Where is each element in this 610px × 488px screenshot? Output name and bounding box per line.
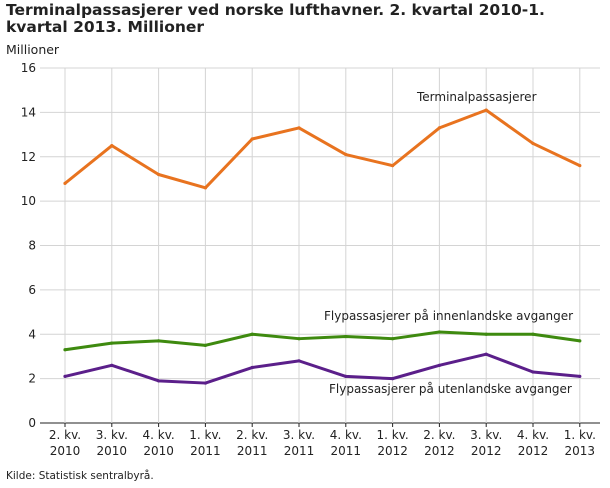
data-point	[110, 363, 114, 367]
data-point	[578, 164, 582, 168]
data-point	[63, 348, 67, 352]
data-point	[157, 379, 161, 383]
data-point	[250, 365, 254, 370]
y-tick-label: 4	[28, 327, 36, 341]
x-tick-label: 3. kv. 2011	[283, 428, 315, 458]
data-point	[531, 141, 535, 146]
data-point	[250, 332, 254, 336]
data-point	[437, 126, 441, 130]
series-lines	[63, 108, 582, 385]
data-point	[344, 152, 348, 157]
data-point	[391, 164, 395, 168]
y-tick-label: 6	[28, 283, 36, 297]
data-point	[250, 137, 254, 141]
x-tick-label: 2. kv. 2012	[423, 428, 455, 458]
data-point	[63, 181, 67, 185]
chart-title: Terminalpassasjerer ved norske lufthavne…	[6, 1, 545, 36]
data-point	[531, 370, 535, 374]
data-point	[203, 381, 207, 385]
data-point	[203, 343, 207, 347]
data-point	[157, 339, 161, 343]
y-tick-label: 0	[28, 416, 36, 430]
y-tick-labels: 0 2 4 6 8 10 12 14 16	[21, 61, 36, 430]
x-tick-label: 4. kv. 2012	[517, 428, 549, 458]
y-tick-label: 8	[28, 239, 36, 253]
data-point	[344, 334, 348, 339]
data-point	[203, 186, 207, 190]
y-tick-label: 2	[28, 372, 36, 386]
x-tick-label: 2. kv. 2010	[49, 428, 81, 458]
x-tick-label: 1. kv. 2012	[376, 428, 408, 458]
series-label-2: Flypassasjerer på innenlandske avganger	[324, 309, 573, 323]
data-point	[578, 374, 582, 379]
x-tick-label: 3. kv. 2012	[470, 428, 502, 458]
y-tick-label: 10	[21, 194, 36, 208]
grid-lines	[40, 67, 600, 427]
y-axis-label: Millioner	[6, 42, 60, 57]
series-line-3	[64, 352, 580, 385]
x-tick-label: 4. kv. 2011	[330, 428, 362, 458]
y-tick-label: 14	[21, 105, 36, 119]
data-point	[437, 330, 441, 334]
series-line-2	[64, 330, 581, 352]
data-point	[110, 144, 114, 148]
x-tick-label: 4. kv. 2010	[142, 428, 174, 458]
data-point	[484, 352, 488, 356]
series-label-1: Terminalpassasjerer	[416, 90, 537, 104]
y-tick-label: 12	[21, 150, 36, 164]
series-label-3: Flypassasjerer på utenlandske avganger	[329, 382, 572, 396]
x-tick-label: 1. kv. 2011	[189, 428, 221, 458]
data-point	[391, 377, 395, 381]
x-tick-label: 3. kv. 2010	[96, 428, 128, 458]
source-note: Kilde: Statistisk sentralbyrå.	[6, 470, 154, 482]
data-point	[391, 337, 395, 341]
data-point	[344, 374, 348, 379]
data-point	[437, 363, 441, 367]
data-point	[63, 374, 67, 379]
data-point	[157, 172, 161, 177]
y-tick-label: 16	[21, 61, 36, 75]
data-point	[484, 108, 488, 112]
data-point	[484, 332, 488, 336]
data-point	[531, 332, 535, 336]
series-labels: Terminalpassasjerer Flypassasjerer på inn…	[324, 90, 573, 396]
data-point	[110, 341, 114, 345]
x-tick-label: 1. kv. 2013	[564, 428, 596, 458]
data-point	[297, 126, 301, 130]
series-line-1	[64, 108, 581, 190]
x-tick-labels: 2. kv. 2010 3. kv. 2010 4. kv. 2010 1. kv. 2011…	[49, 428, 596, 458]
data-point	[297, 337, 301, 341]
data-point	[297, 359, 301, 363]
data-point	[578, 339, 582, 343]
x-tick-label: 2. kv. 2011	[236, 428, 268, 458]
